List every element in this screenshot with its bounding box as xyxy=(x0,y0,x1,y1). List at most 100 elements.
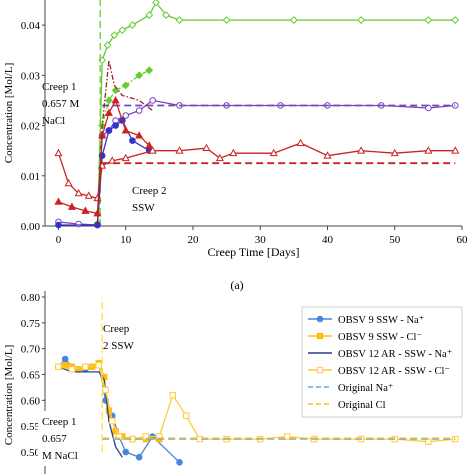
data-point-6 xyxy=(54,148,63,157)
legend-marker xyxy=(316,332,324,340)
x-axis-title: Creep Time [Days] xyxy=(208,245,300,259)
annotation-creep1-salt: NaCl xyxy=(42,115,65,127)
data-point-3 xyxy=(75,220,82,228)
y-tick-label: 0.01 xyxy=(21,171,40,183)
legend-label: Original Na⁺ xyxy=(338,383,393,394)
data-point-6 xyxy=(357,146,366,154)
data-point-6 xyxy=(229,148,238,157)
data-point-3 xyxy=(149,97,156,104)
data-point-3 xyxy=(109,417,116,425)
legend-label: OBSV 9 SSW - Cl⁻ xyxy=(338,332,422,343)
annotation-creep1: Creep 1 xyxy=(42,416,77,428)
data-point-3 xyxy=(183,412,190,420)
data-point-6 xyxy=(451,146,460,154)
annotation-creep2: Creep xyxy=(103,323,130,335)
series-line-8 xyxy=(58,98,150,215)
legend-label: OBSV 12 AR - SSW - Cl⁻ xyxy=(338,366,450,377)
data-point-0 xyxy=(289,16,298,24)
data-point-6 xyxy=(202,143,211,152)
data-point-0 xyxy=(175,16,184,24)
data-point-3 xyxy=(135,107,143,114)
data-point-0 xyxy=(110,31,119,40)
data-point-0 xyxy=(61,355,69,363)
y-tick-label: 0.60 xyxy=(21,395,41,407)
annotation-creep1-conc: 0.657 M xyxy=(42,98,80,110)
data-point-8 xyxy=(121,126,130,134)
annotation-creep1-salt: M NaCl xyxy=(42,450,78,462)
data-point-8 xyxy=(111,96,120,104)
annotation-creep2-fluid: SSW xyxy=(132,202,155,214)
data-point-3 xyxy=(283,433,291,440)
y-tick-label: 0.65 xyxy=(21,370,41,382)
data-point-6 xyxy=(296,138,305,147)
data-point-2 xyxy=(145,66,154,75)
legend-label: OBSV 12 AR - SSW - Na⁺ xyxy=(338,349,452,360)
x-tick-label: 20 xyxy=(187,234,199,246)
data-point-0 xyxy=(357,16,366,24)
y-tick-label: 0.00 xyxy=(21,221,41,233)
data-point-6 xyxy=(424,146,433,154)
data-point-0 xyxy=(118,26,127,35)
data-point-6 xyxy=(74,188,83,197)
data-point-2 xyxy=(111,86,120,95)
data-point-0 xyxy=(145,11,154,19)
legend-label: OBSV 9 SSW - Na⁺ xyxy=(338,315,424,326)
chart-panel-b: 0.80 0.75 0.70 0.65 0.60 0.55 0.50 Concentratio… xyxy=(3,291,463,474)
data-point-3 xyxy=(122,112,130,119)
data-point-6 xyxy=(269,148,278,157)
data-point-6 xyxy=(215,153,224,162)
data-point-8 xyxy=(81,206,90,214)
data-point-0 xyxy=(135,453,143,461)
y-axis-title: Concentration [Mol/L] xyxy=(3,63,15,164)
data-point-0 xyxy=(128,21,137,30)
y-tick-label: 0.50 xyxy=(21,447,41,459)
annotation-creep1-box xyxy=(38,411,90,466)
data-point-3 xyxy=(142,433,150,440)
x-tick-label: 0 xyxy=(56,234,62,246)
series-line-9 xyxy=(96,60,153,224)
panel-label: (a) xyxy=(230,278,243,292)
data-point-6 xyxy=(84,191,93,199)
data-point-6 xyxy=(175,146,184,154)
annotation-creep2-fluid: 2 SSW xyxy=(103,340,134,352)
data-point-6 xyxy=(148,146,157,154)
legend-label: Original Cl xyxy=(338,400,386,411)
data-point-8 xyxy=(54,197,63,205)
y-tick-label: 0.70 xyxy=(21,344,41,356)
y-tick-label: 0.55 xyxy=(21,421,41,433)
data-point-3 xyxy=(425,104,432,112)
y-tick-label: 0.02 xyxy=(21,121,40,133)
data-point-0 xyxy=(451,16,460,24)
data-point-6 xyxy=(390,148,399,157)
legend-box xyxy=(301,306,463,418)
annotation-creep1: Creep 1 xyxy=(42,81,77,93)
data-point-2 xyxy=(104,96,113,105)
x-tick-label: 30 xyxy=(255,234,267,246)
data-point-0 xyxy=(162,11,170,19)
legend-marker xyxy=(316,315,324,323)
data-point-6 xyxy=(121,153,130,162)
data-point-3 xyxy=(102,386,109,394)
data-point-0 xyxy=(122,448,130,456)
x-tick-label: 50 xyxy=(389,234,401,246)
chart-panel-a: 0.00 0.01 0.02 0.03 0.04 0 10 20 30 40 50 60 Creep T… xyxy=(3,0,468,292)
data-point-5 xyxy=(105,127,113,134)
data-point-3 xyxy=(68,366,76,373)
data-point-6 xyxy=(64,178,73,187)
data-point-5 xyxy=(129,137,136,144)
y-tick-label: 0.80 xyxy=(21,292,41,304)
legend-marker xyxy=(316,366,324,374)
data-point-8 xyxy=(67,202,76,210)
data-point-2 xyxy=(121,81,130,90)
data-point-8 xyxy=(104,108,113,116)
data-point-0 xyxy=(152,0,160,7)
data-point-3 xyxy=(95,362,103,369)
data-point-3 xyxy=(425,438,432,445)
data-point-3 xyxy=(55,363,62,370)
x-tick-label: 10 xyxy=(120,234,132,246)
y-tick-label: 0.75 xyxy=(21,318,41,330)
y-axis-title: Concentration [Mol/L] xyxy=(3,345,15,446)
data-point-2 xyxy=(135,71,144,80)
data-point-5 xyxy=(55,221,62,229)
